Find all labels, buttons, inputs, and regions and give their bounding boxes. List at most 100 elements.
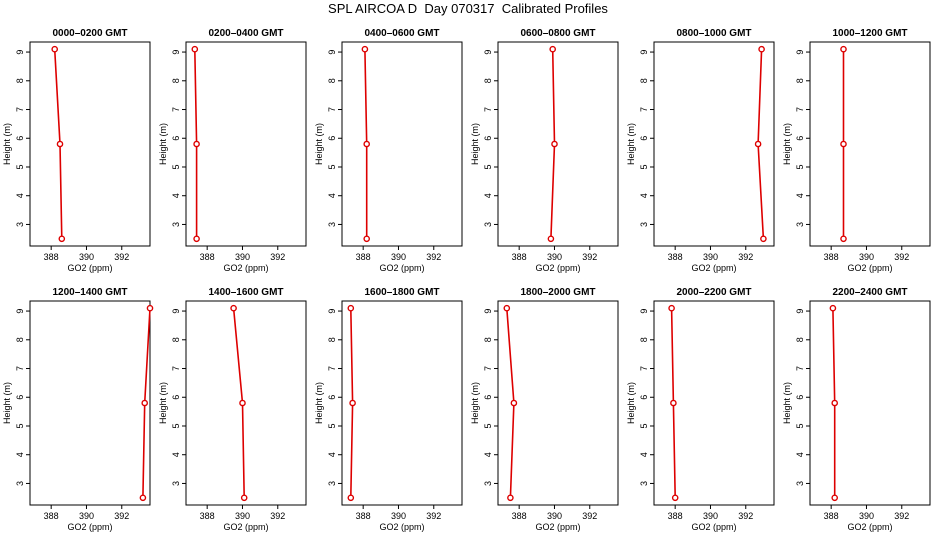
- y-tick-label: 7: [795, 366, 805, 371]
- x-tick-label: 388: [512, 252, 527, 262]
- panel-title: 0400–0600 GMT: [364, 28, 439, 39]
- y-tick-label: 9: [639, 50, 649, 55]
- x-axis-label: GO2 (ppm): [67, 522, 112, 532]
- y-tick-label: 9: [795, 50, 805, 55]
- y-tick-label: 6: [795, 136, 805, 141]
- y-tick-label: 4: [171, 193, 181, 198]
- x-tick-label: 392: [270, 252, 285, 262]
- y-tick-label: 9: [795, 309, 805, 314]
- y-tick-label: 9: [171, 309, 181, 314]
- y-tick-label: 5: [15, 164, 25, 169]
- y-tick-label: 7: [483, 107, 493, 112]
- y-axis-label: Height (m): [158, 123, 168, 165]
- data-point: [347, 304, 355, 312]
- data-point: [840, 45, 847, 53]
- y-tick-label: 5: [327, 164, 337, 169]
- plot-frame: [341, 41, 463, 247]
- y-tick-label: 5: [15, 423, 25, 428]
- y-axis-label: Height (m): [470, 123, 480, 165]
- y-tick-label: 9: [327, 309, 337, 314]
- x-tick-label: 390: [859, 511, 874, 521]
- x-tick-label: 388: [668, 511, 683, 521]
- data-point: [349, 399, 356, 407]
- y-tick-label: 4: [483, 193, 493, 198]
- y-tick-label: 4: [639, 193, 649, 198]
- x-axis-label: GO2 (ppm): [223, 522, 268, 532]
- data-point: [56, 140, 64, 148]
- y-axis-label: Height (m): [470, 382, 480, 424]
- data-point: [668, 304, 675, 312]
- y-tick-label: 6: [327, 395, 337, 400]
- data-point: [754, 140, 762, 148]
- x-tick-label: 388: [200, 511, 215, 521]
- panel-title: 0000–0200 GMT: [52, 28, 127, 39]
- x-axis-label: GO2 (ppm): [691, 263, 736, 273]
- x-tick-label: 390: [235, 511, 250, 521]
- x-axis-label: GO2 (ppm): [223, 263, 268, 273]
- x-tick-label: 388: [356, 511, 371, 521]
- x-tick-label: 390: [859, 252, 874, 262]
- data-point: [549, 45, 557, 53]
- y-tick-label: 4: [795, 452, 805, 457]
- y-tick-label: 3: [171, 222, 181, 227]
- plot-frame: [653, 300, 775, 506]
- x-tick-label: 388: [44, 511, 59, 521]
- y-tick-label: 4: [15, 193, 25, 198]
- y-tick-label: 7: [171, 366, 181, 371]
- x-axis-label: GO2 (ppm): [67, 263, 112, 273]
- figure-title: SPL AIRCOA D Day 070317 Calibrated Profi…: [328, 1, 608, 16]
- panel-title: 0800–1000 GMT: [676, 28, 751, 39]
- y-tick-label: 5: [327, 423, 337, 428]
- data-point: [191, 45, 199, 53]
- y-axis-label: Height (m): [782, 123, 792, 165]
- y-axis-label: Height (m): [626, 123, 636, 165]
- data-point: [230, 304, 237, 312]
- x-tick-label: 392: [894, 252, 909, 262]
- y-tick-label: 3: [483, 222, 493, 227]
- x-axis-label: GO2 (ppm): [535, 263, 580, 273]
- y-tick-label: 4: [327, 452, 337, 457]
- panel-title: 1000–1200 GMT: [832, 28, 907, 39]
- y-axis-label: Height (m): [314, 382, 324, 424]
- y-tick-label: 7: [327, 366, 337, 371]
- y-tick-label: 6: [15, 136, 25, 141]
- y-tick-label: 6: [639, 136, 649, 141]
- x-tick-label: 390: [391, 511, 406, 521]
- plot-frame: [809, 300, 931, 506]
- panel-title: 1200–1400 GMT: [52, 287, 127, 298]
- plot-frame: [497, 300, 619, 506]
- y-tick-label: 7: [171, 107, 181, 112]
- data-point: [363, 235, 371, 243]
- x-tick-label: 392: [114, 511, 129, 521]
- x-tick-label: 392: [426, 511, 441, 521]
- data-point: [758, 45, 765, 53]
- x-tick-label: 392: [738, 252, 753, 262]
- y-tick-label: 6: [483, 395, 493, 400]
- y-tick-label: 4: [327, 193, 337, 198]
- x-tick-label: 388: [200, 252, 215, 262]
- x-tick-label: 392: [426, 252, 441, 262]
- y-tick-label: 3: [15, 481, 25, 486]
- plot-frame: [497, 41, 619, 247]
- x-tick-label: 392: [738, 511, 753, 521]
- y-tick-label: 3: [795, 481, 805, 486]
- y-tick-label: 9: [15, 309, 25, 314]
- y-tick-label: 5: [171, 423, 181, 428]
- data-point: [840, 140, 847, 148]
- y-axis-label: Height (m): [158, 382, 168, 424]
- data-point: [670, 399, 677, 407]
- y-axis-label: Height (m): [2, 123, 12, 165]
- data-point: [547, 235, 555, 243]
- panel-title: 0200–0400 GMT: [208, 28, 283, 39]
- y-tick-label: 3: [171, 481, 181, 486]
- y-tick-label: 6: [795, 395, 805, 400]
- data-point: [193, 140, 200, 148]
- data-point: [363, 140, 371, 148]
